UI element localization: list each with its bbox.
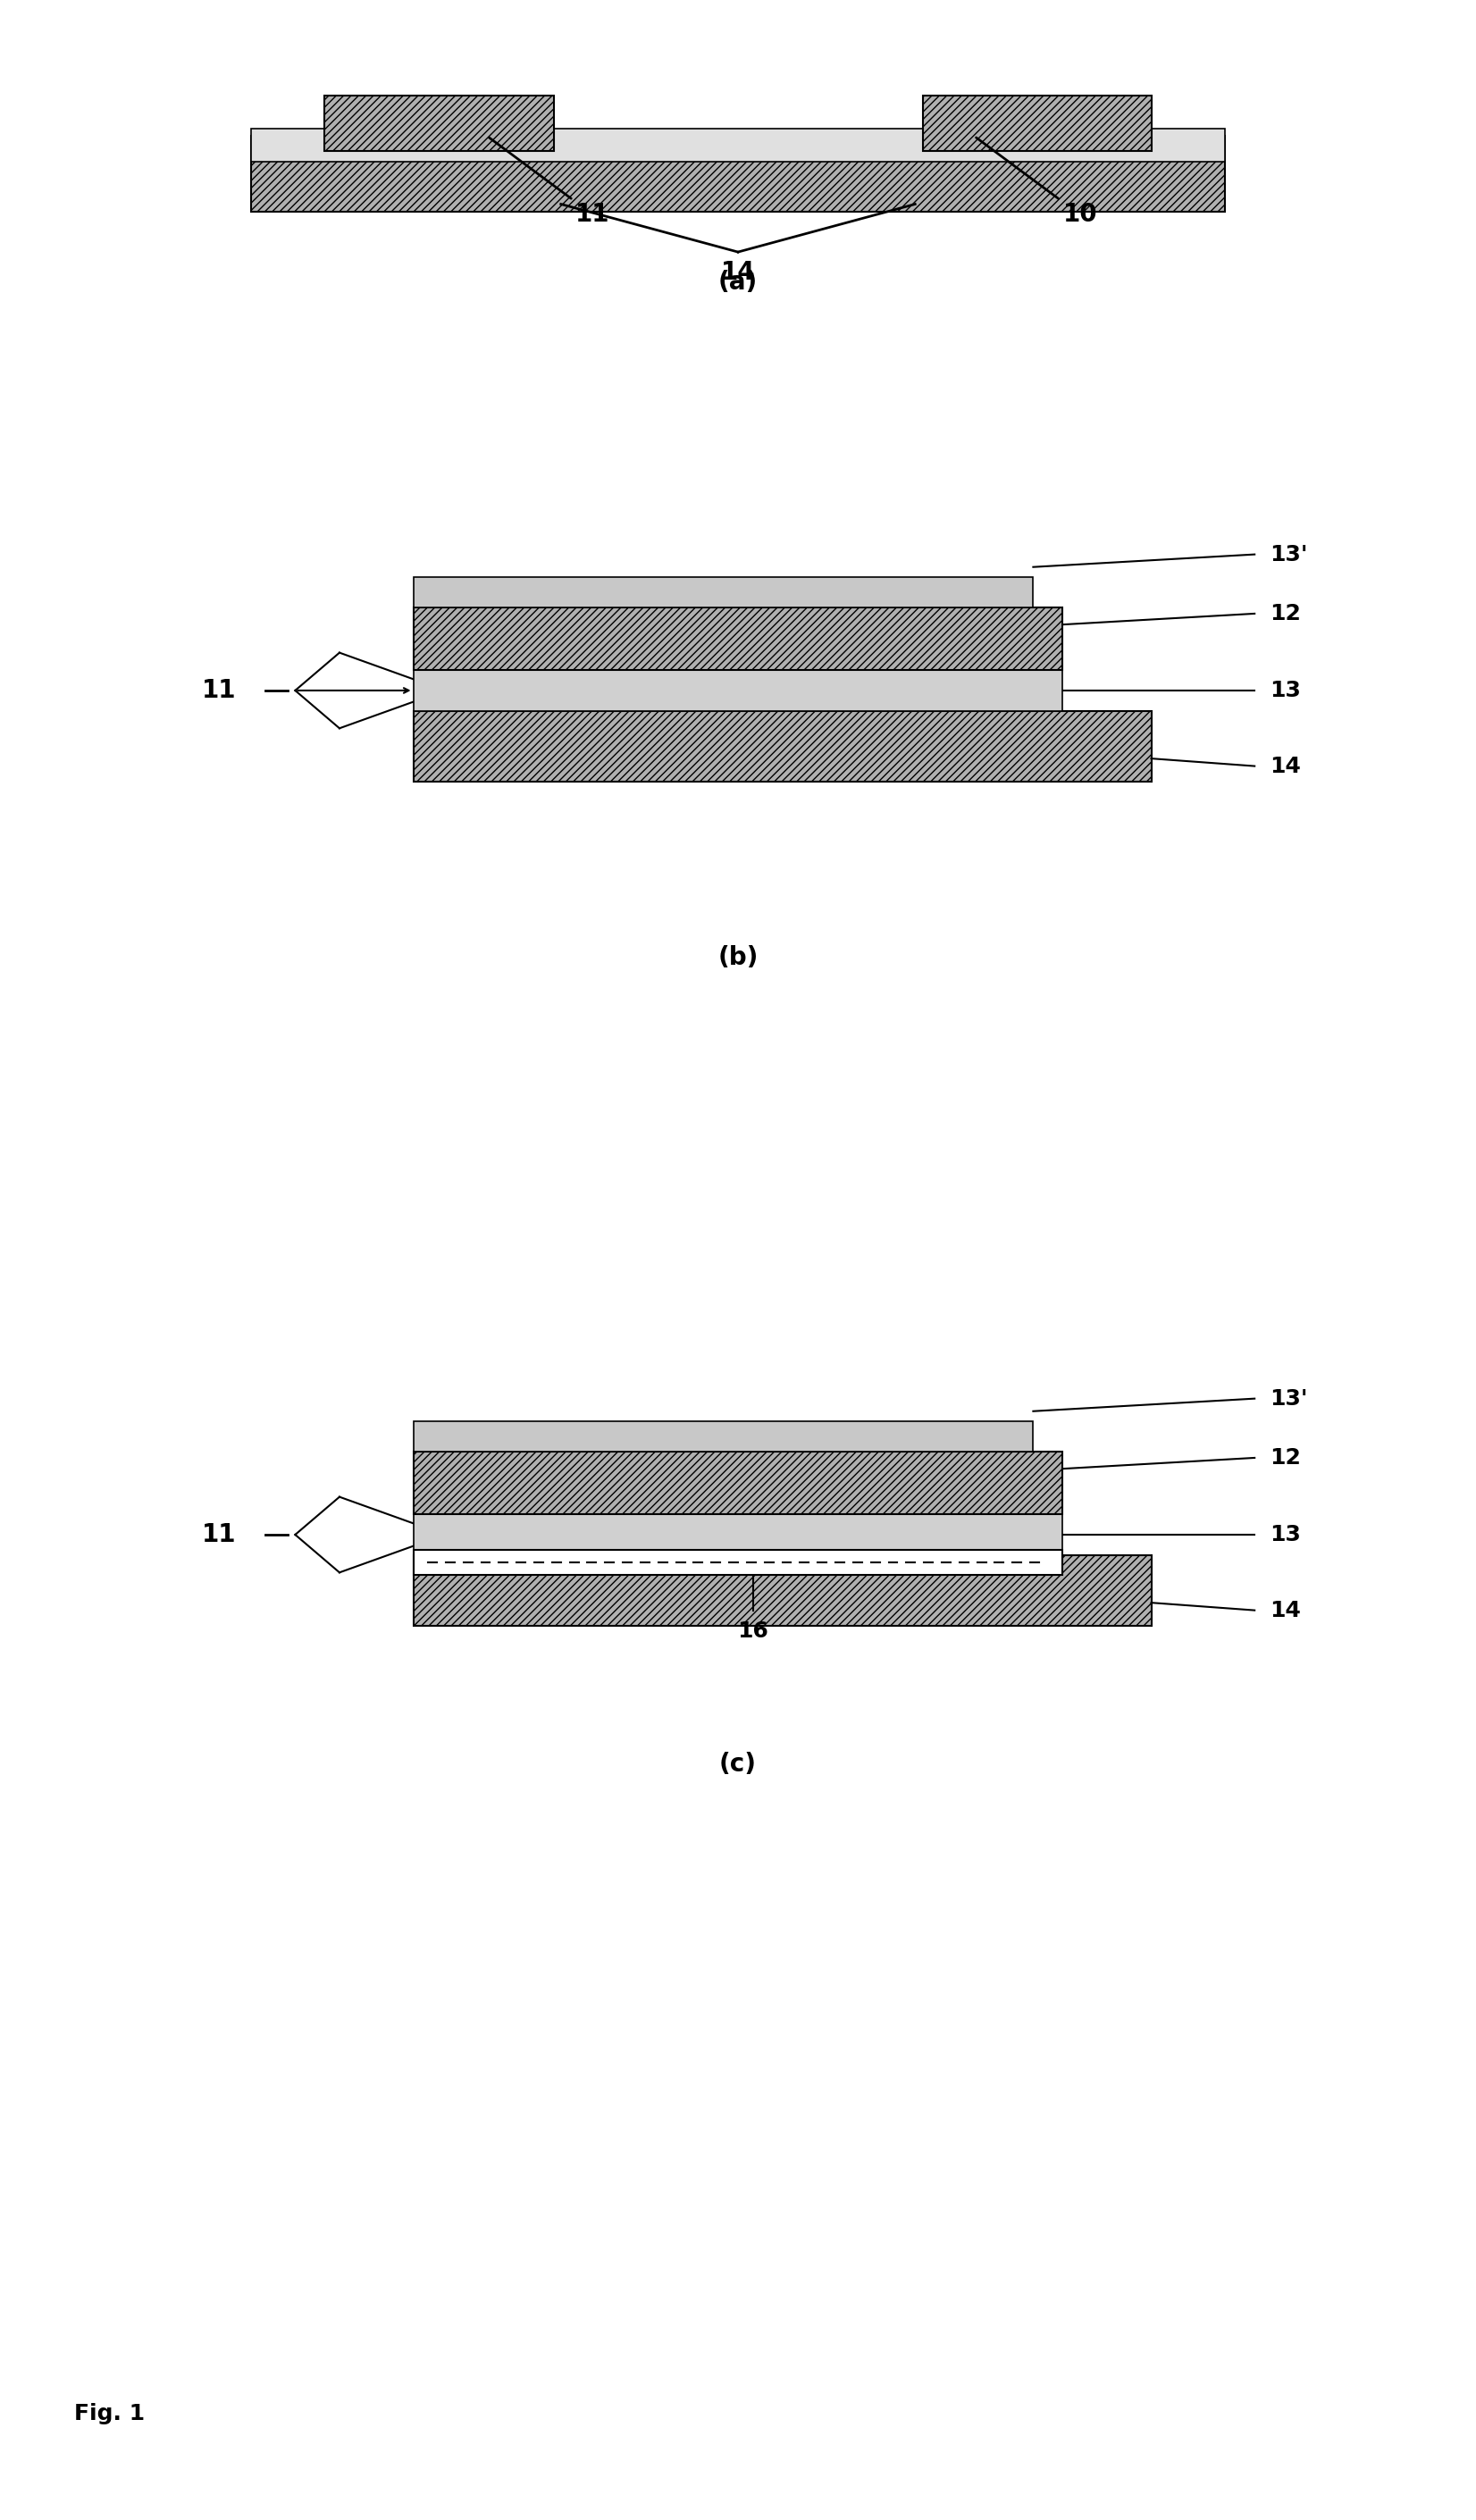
Bar [251, 129, 1225, 161]
Text: 12: 12 [1269, 1446, 1300, 1469]
Text: (b): (b) [717, 945, 759, 970]
Text: 12: 12 [1269, 602, 1300, 625]
Bar [413, 1550, 1063, 1575]
Text: 14: 14 [1269, 1600, 1300, 1620]
Bar [413, 1452, 1063, 1515]
Text: 13': 13' [1269, 544, 1308, 564]
Bar [413, 607, 1063, 670]
Text: 13: 13 [1269, 1525, 1300, 1545]
Bar [413, 1555, 1151, 1625]
Bar [413, 670, 1063, 711]
Bar [413, 1421, 1033, 1452]
Text: (a): (a) [719, 270, 757, 295]
Text: 13: 13 [1269, 680, 1300, 701]
Text: 14: 14 [1269, 756, 1300, 776]
Bar [413, 1515, 1063, 1555]
Text: 13': 13' [1269, 1389, 1308, 1409]
Bar [413, 711, 1151, 781]
Text: Fig. 1: Fig. 1 [74, 2402, 145, 2424]
Text: (c): (c) [719, 1751, 757, 1777]
Text: 11: 11 [202, 678, 236, 703]
Bar [251, 136, 1225, 212]
Text: 16: 16 [737, 1620, 769, 1643]
Bar [325, 96, 554, 151]
Text: 10: 10 [976, 139, 1097, 227]
Text: 11: 11 [489, 139, 610, 227]
Bar [922, 96, 1151, 151]
Text: 11: 11 [202, 1522, 236, 1547]
Text: 14: 14 [720, 260, 756, 285]
Bar [413, 577, 1033, 607]
